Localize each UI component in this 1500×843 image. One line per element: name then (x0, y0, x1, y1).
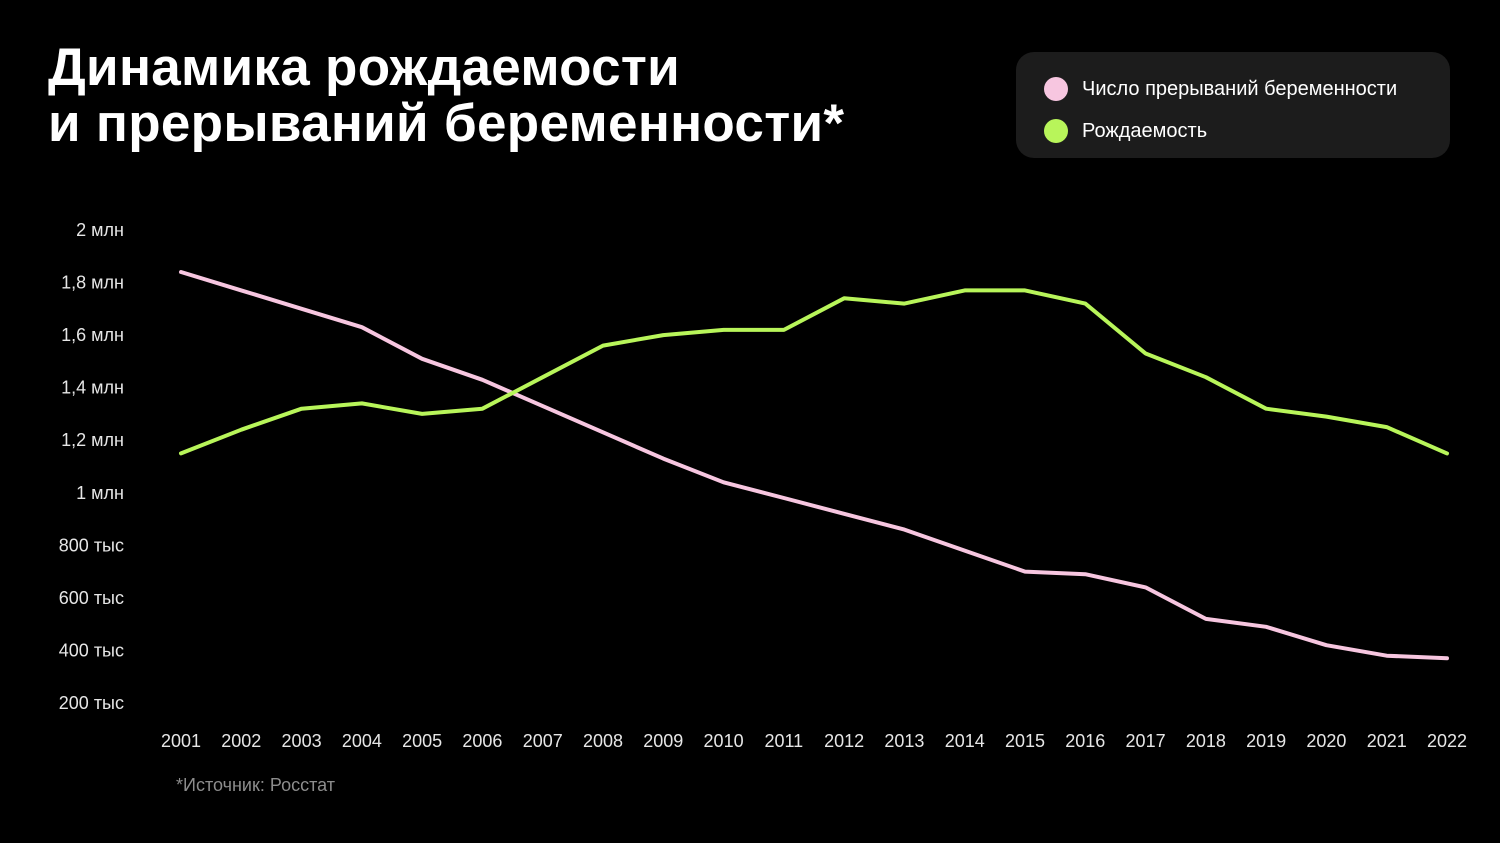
legend-label-births: Рождаемость (1082, 119, 1208, 142)
x-tick-label: 2006 (462, 731, 502, 751)
x-tick-label: 2019 (1246, 731, 1286, 751)
x-tick-label: 2010 (704, 731, 744, 751)
y-axis: 200 тыс 400 тыс 600 тыс 800 тыс 1 млн 1,2 млн… (59, 220, 124, 713)
y-tick-label: 800 тыс (59, 535, 124, 555)
x-tick-label: 2009 (643, 731, 683, 751)
x-tick-label: 2004 (342, 731, 382, 751)
y-tick-label: 1,4 млн (61, 378, 124, 398)
series-layer (179, 270, 1449, 661)
chart-title-line-1: Динамика рождаемости (48, 38, 681, 97)
series-line-births (179, 288, 1449, 456)
y-tick-label: 1,2 млн (61, 430, 124, 450)
x-tick-label: 2022 (1427, 731, 1467, 751)
x-tick-label: 2005 (402, 731, 442, 751)
y-tick-label: 2 млн (76, 220, 124, 240)
x-tick-label: 2001 (161, 731, 201, 751)
chart-title-line-2: и прерываний беременности* (48, 94, 845, 153)
x-tick-label: 2007 (523, 731, 563, 751)
legend-item-abortions: Число прерываний беременности (1044, 68, 1430, 110)
x-tick-label: 2014 (945, 731, 985, 751)
x-tick-label: 2011 (764, 731, 803, 751)
x-tick-label: 2003 (282, 731, 322, 751)
x-tick-label: 2012 (824, 731, 864, 751)
chart-title: Динамика рождаемости и прерываний береме… (48, 40, 844, 152)
x-tick-label: 2021 (1367, 731, 1407, 751)
y-tick-label: 200 тыс (59, 693, 124, 713)
x-tick-label: 2020 (1306, 731, 1346, 751)
series-line-abortions (179, 270, 1449, 661)
y-tick-label: 1,6 млн (61, 325, 124, 345)
y-tick-label: 1 млн (76, 483, 124, 503)
x-tick-label: 2008 (583, 731, 623, 751)
x-tick-label: 2002 (221, 731, 261, 751)
source-note: *Источник: Росстат (176, 775, 335, 795)
legend-label-abortions: Число прерываний беременности (1082, 77, 1398, 100)
x-axis: 2001 2002 2003 2004 2005 2006 2007 2008 2009 2010… (161, 731, 1467, 751)
legend-swatch-abortions (1044, 77, 1068, 101)
x-tick-label: 2017 (1126, 731, 1166, 751)
y-tick-label: 400 тыс (59, 640, 124, 660)
x-tick-label: 2018 (1186, 731, 1226, 751)
x-tick-label: 2015 (1005, 731, 1045, 751)
chart-legend: Число прерываний беременности Рождаемост… (1016, 52, 1450, 158)
legend-item-births: Рождаемость (1044, 110, 1430, 152)
x-tick-label: 2013 (884, 731, 924, 751)
y-tick-label: 600 тыс (59, 588, 124, 608)
x-tick-label: 2016 (1065, 731, 1105, 751)
y-tick-label: 1,8 млн (61, 273, 124, 293)
legend-swatch-births (1044, 119, 1068, 143)
